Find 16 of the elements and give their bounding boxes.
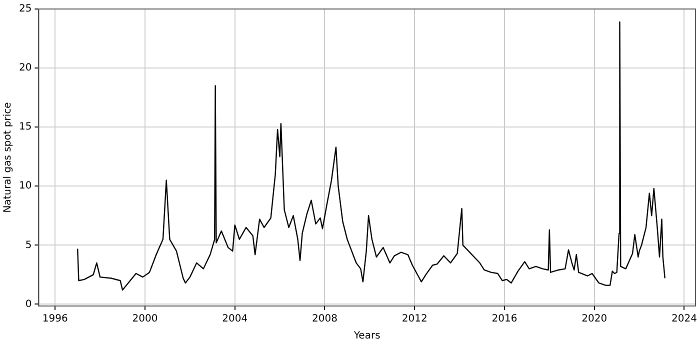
y-tick-label: 25 <box>18 4 32 15</box>
x-tick-label: 2000 <box>132 314 158 325</box>
x-tick-label: 2004 <box>222 314 248 325</box>
x-tick-label: 2024 <box>671 314 697 325</box>
y-tick-label: 5 <box>25 240 32 251</box>
x-tick-label: 2008 <box>312 314 338 325</box>
y-tick-label: 15 <box>18 122 32 133</box>
y-tick-label: 10 <box>18 180 32 192</box>
x-tick-label: 2012 <box>402 314 428 325</box>
x-tick-label: 2020 <box>582 314 608 325</box>
x-tick-label: 1996 <box>42 314 68 325</box>
y-tick-label: 0 <box>25 298 32 310</box>
x-tick-label: 2016 <box>492 314 518 325</box>
y-axis-title: Natural gas spot price <box>2 102 14 213</box>
x-axis-title: Years <box>352 330 380 342</box>
y-tick-label: 20 <box>18 62 32 74</box>
